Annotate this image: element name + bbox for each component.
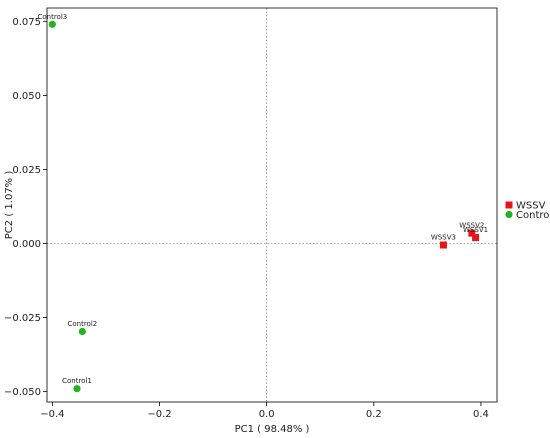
point-control2 (78, 327, 86, 336)
y-tick-label: −0.050 (4, 387, 41, 398)
legend-marker-control (505, 210, 513, 219)
point-label-wssv3: WSSV3 (431, 233, 456, 241)
y-tick-label: 0.075 (12, 17, 41, 28)
y-tick-label: 0.000 (12, 239, 41, 250)
y-axis-label: PC2 ( 1.07% ) (4, 171, 15, 240)
x-tick-label: 0.4 (473, 409, 489, 420)
point-label-control2: Control2 (67, 320, 97, 328)
x-axis-label: PC1 ( 98.48% ) (235, 424, 310, 435)
point-label-wssv1: WSSV1 (463, 226, 488, 234)
y-tick-label: 0.025 (12, 165, 41, 176)
data-points (48, 20, 480, 393)
point-control1 (73, 385, 81, 393)
plot-frame (46, 7, 498, 403)
point-label-wssv2: WSSV2 (459, 222, 484, 230)
x-tick-label: 0.0 (259, 409, 275, 420)
point-wssv1 (472, 234, 480, 242)
y-tick-label: −0.025 (4, 313, 41, 324)
y-tick-label: 0.050 (12, 91, 41, 102)
point-wssv3 (439, 241, 447, 249)
x-tick-label: 0.2 (366, 409, 382, 420)
point-wssv2 (468, 229, 476, 237)
x-tick-label: −0.4 (40, 409, 64, 420)
point-label-control1: Control1 (62, 377, 92, 385)
y-axis: −0.050 −0.025 0.000 0.025 0.050 0.075 (4, 17, 47, 398)
legend-label-wssv: WSSV (516, 201, 546, 212)
point-control3 (48, 20, 56, 28)
zero-lines (47, 8, 497, 402)
point-label-control3: Control3 (37, 13, 67, 21)
x-tick-label: −0.2 (147, 409, 171, 420)
x-axis: −0.4 −0.2 0.0 0.2 0.4 (40, 402, 489, 420)
legend-label-control: Control (516, 210, 550, 221)
legend-marker-wssv (505, 201, 513, 209)
